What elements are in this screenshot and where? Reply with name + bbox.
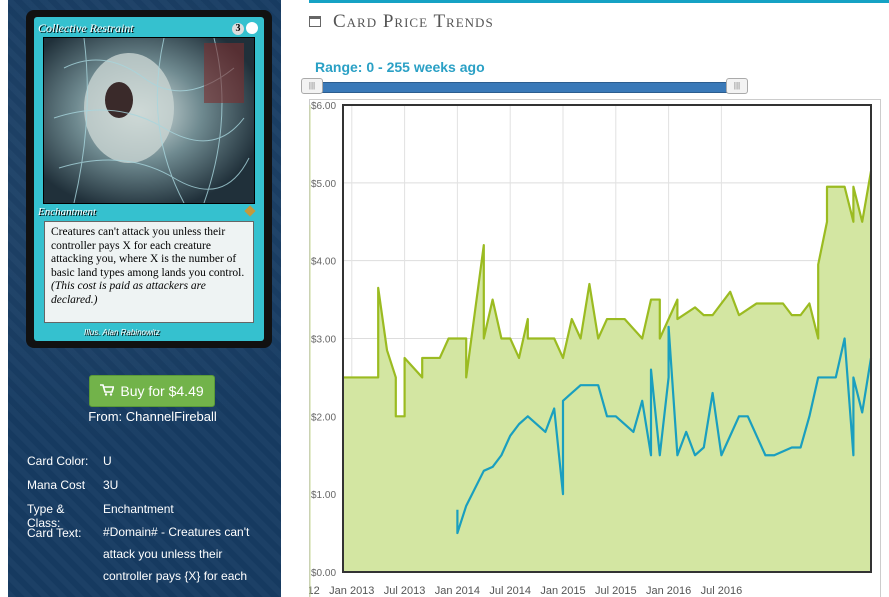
mana-number: 3	[232, 23, 244, 35]
buy-source: From: ChannelFireball	[88, 409, 217, 424]
card-art	[43, 37, 255, 204]
x-tick-label: Jan 2014	[435, 585, 480, 597]
detail-label: Card Color:	[27, 454, 89, 468]
range-handle-start[interactable]: |||	[301, 78, 323, 94]
series-line-green	[343, 170, 873, 418]
x-tick-label: Jan 2016	[646, 585, 691, 597]
card-mana-cost: 3	[232, 20, 258, 35]
card-text-box: Creatures can't attack you unless their …	[44, 221, 254, 323]
y-tick-label: $2.00	[311, 412, 336, 423]
card-rules-text: Creatures can't attack you unless their …	[51, 226, 245, 279]
x-tick-label: Jul 2012	[309, 585, 320, 597]
card-illustrator: Illus. Alan Rabinowitz	[84, 328, 160, 337]
cart-icon	[100, 383, 115, 399]
chart-lines-layer	[343, 170, 873, 535]
detail-value: 3U	[103, 478, 119, 492]
card-title: Collective Restraint	[38, 21, 134, 35]
detail-label: Mana Cost	[27, 478, 86, 492]
range-slider[interactable]: ||| |||	[301, 78, 749, 94]
detail-label: Type & Class:	[27, 502, 65, 530]
x-tick-label: Jul 2015	[595, 585, 637, 597]
card-image[interactable]: Collective Restraint 3	[26, 10, 272, 348]
range-handle-end[interactable]: |||	[726, 78, 748, 94]
series-area	[343, 171, 871, 572]
chart-axes: $0.00 $1.00 $2.00 $3.00 $4.00 $5.00 $6.00 Jul 2…	[309, 101, 872, 597]
detail-value: U	[103, 454, 112, 468]
card-reminder-text: (This cost is paid as attackers are decl…	[51, 280, 206, 306]
card-frame: Collective Restraint 3	[34, 17, 264, 341]
y-tick-label: $6.00	[311, 101, 336, 112]
card-sidebar: Collective Restraint 3	[8, 0, 281, 597]
accent-bar	[309, 0, 889, 3]
blue-mana-icon	[246, 22, 258, 35]
set-rarity-icon	[244, 205, 256, 217]
y-tick-label: $5.00	[311, 179, 336, 190]
y-tick-label: $3.00	[311, 335, 336, 346]
buy-button-label: Buy for $4.49	[120, 383, 204, 399]
y-tick-label: $0.00	[311, 568, 336, 579]
card-type-line: Enchantment	[38, 206, 97, 218]
y-tick-label: $1.00	[311, 490, 336, 501]
plot-frame	[342, 104, 872, 573]
range-track[interactable]	[311, 82, 743, 93]
calendar-icon	[309, 16, 321, 27]
price-chart: $0.00 $1.00 $2.00 $3.00 $4.00 $5.00 $6.00 Jul 2…	[309, 101, 873, 597]
range-label: Range: 0 - 255 weeks ago	[315, 59, 485, 75]
x-tick-label: Jan 2015	[540, 585, 585, 597]
x-tick-label: Jan 2013	[329, 585, 374, 597]
page-title: Card Price Trends	[333, 11, 494, 32]
x-tick-label: Jul 2016	[701, 585, 743, 597]
buy-button[interactable]: Buy for $4.49	[89, 375, 215, 407]
detail-label: Card Text:	[27, 526, 82, 540]
x-tick-label: Jul 2013	[384, 585, 426, 597]
chart-area-layer	[343, 171, 871, 572]
y-tick-label: $4.00	[311, 257, 336, 268]
series-line-blue	[456, 325, 873, 535]
detail-value: Enchantment	[103, 502, 174, 516]
x-tick-label: Jul 2014	[489, 585, 531, 597]
detail-value: #Domain# - Creatures can't attack you un…	[103, 525, 250, 583]
